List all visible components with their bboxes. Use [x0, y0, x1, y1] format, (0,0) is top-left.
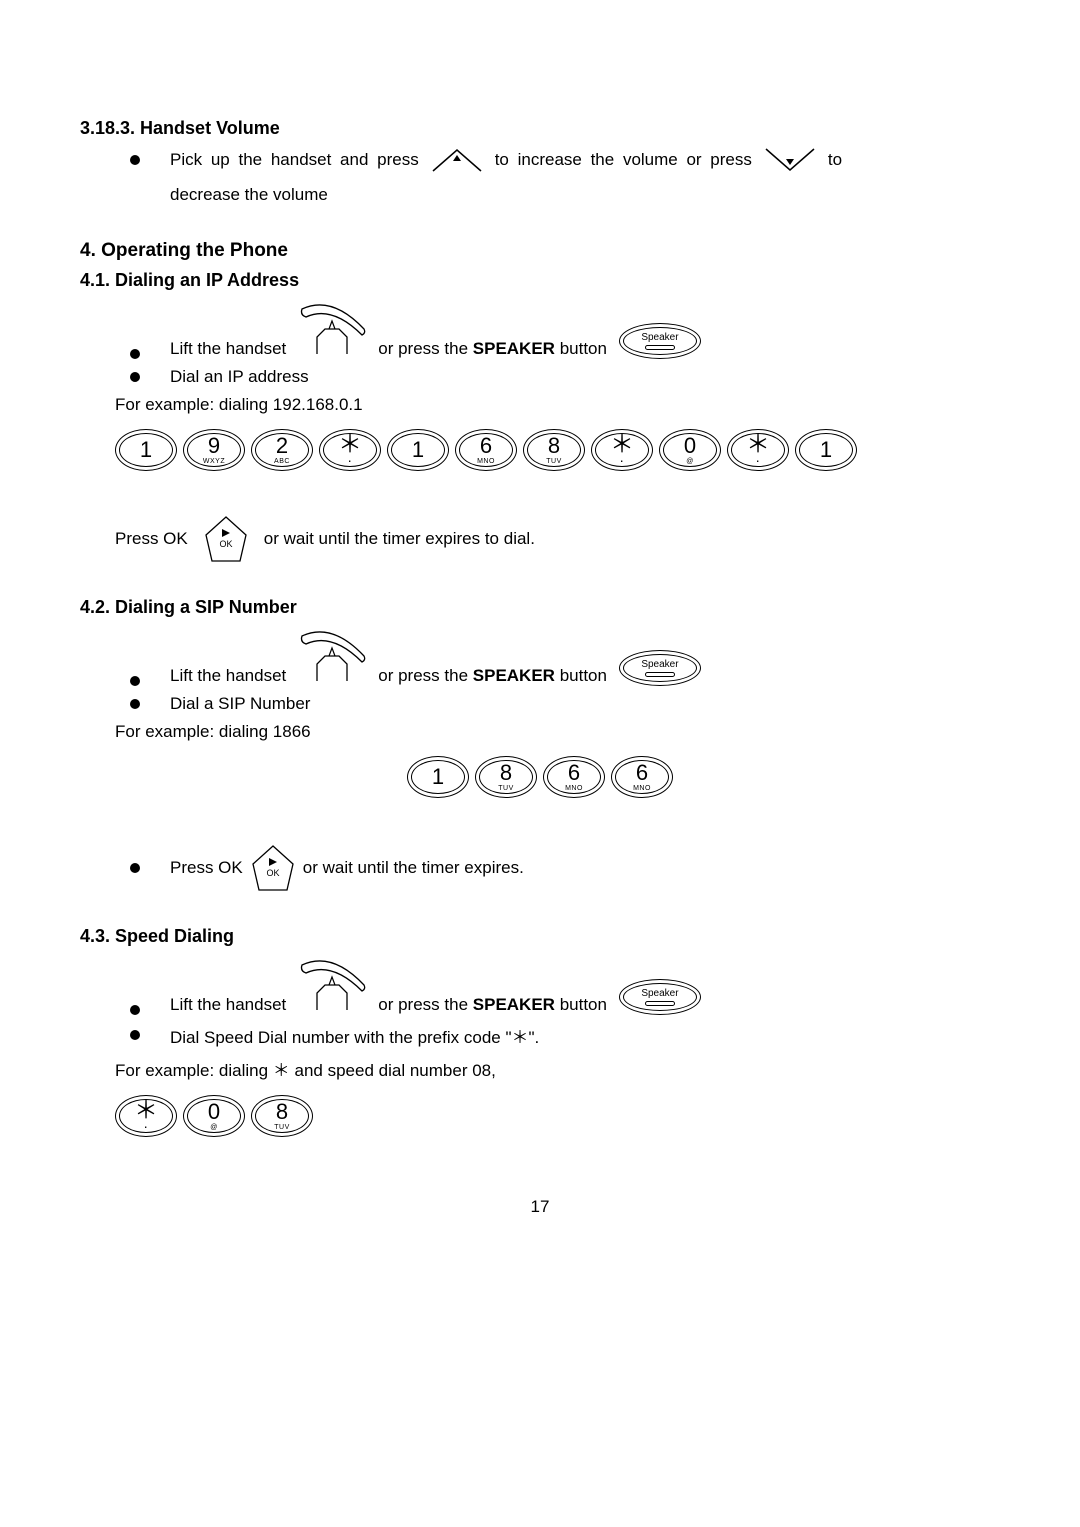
heading-3-18-3: 3.18.3. Handset Volume	[80, 118, 1000, 139]
text-button-word: button	[560, 995, 607, 1015]
keypad-key-star: ＊.	[319, 429, 381, 471]
text-lift: Lift the handset	[170, 339, 286, 359]
bullet-dot-icon	[130, 863, 140, 873]
text-dial-speed: Dial Speed Dial number with the prefix c…	[170, 1023, 539, 1048]
bullet-dot-icon	[130, 1005, 140, 1015]
heading-4-3: 4.3. Speed Dialing	[80, 926, 1000, 947]
text-timer: or wait until the timer expires to dial.	[264, 529, 535, 549]
text-speaker-word: SPEAKER	[473, 666, 555, 686]
handset-icon	[292, 955, 372, 1015]
text-increase: to increase the volume or press	[495, 150, 752, 170]
keypad-key-k1: 1	[115, 429, 177, 471]
text-pressok: Press OK	[115, 529, 188, 549]
keypad-key-k0: 0@	[183, 1095, 245, 1137]
text-orpress: or press the	[378, 339, 468, 359]
page-number: 17	[80, 1197, 1000, 1217]
keypad-key-k8: 8TUV	[523, 429, 585, 471]
text-orpress: or press the	[378, 995, 468, 1015]
keypad-key-k1: 1	[795, 429, 857, 471]
keypad-key-k1: 1	[407, 756, 469, 798]
bullet-dot-icon	[130, 372, 140, 382]
speaker-label: Speaker	[641, 988, 678, 999]
bullet-dot-icon	[130, 155, 140, 165]
heading-4-2: 4.2. Dialing a SIP Number	[80, 597, 1000, 618]
text-button-word: button	[560, 339, 607, 359]
text-speaker-word: SPEAKER	[473, 339, 555, 359]
text-timer: or wait until the timer expires.	[303, 858, 524, 878]
text-button-word: button	[560, 666, 607, 686]
bullet-handset-volume: Pick up the handset and press to increas…	[130, 147, 1000, 173]
volume-down-icon	[762, 147, 818, 173]
bullet-dial-ip: Dial an IP address	[130, 367, 1000, 387]
text-example-sip: For example: dialing 1866	[115, 722, 1000, 742]
speaker-label: Speaker	[641, 659, 678, 670]
keypad-key-k0: 0@	[659, 429, 721, 471]
press-ok-4-2: Press OK OK or wait until the timer expi…	[130, 844, 1000, 892]
speaker-button-icon: Speaker	[619, 979, 701, 1015]
bullet-dial-sip: Dial a SIP Number	[130, 694, 1000, 714]
text-pickup: Pick up the handset and press	[170, 150, 419, 170]
volume-up-icon	[429, 147, 485, 173]
bullet-lift-handset-4-2: Lift the handset or press the SPEAKER bu…	[130, 626, 1000, 686]
keypad-key-k1: 1	[387, 429, 449, 471]
keypad-key-k8: 8TUV	[251, 1095, 313, 1137]
keypad-key-star: ＊.	[591, 429, 653, 471]
heading-4: 4. Operating the Phone	[80, 240, 1000, 262]
keypad-key-k6: 6MNO	[611, 756, 673, 798]
keypad-key-k6: 6MNO	[543, 756, 605, 798]
keypad-key-k6: 6MNO	[455, 429, 517, 471]
keypad-key-k8: 8TUV	[475, 756, 537, 798]
text-lift: Lift the handset	[170, 666, 286, 686]
text-speaker-word: SPEAKER	[473, 995, 555, 1015]
keypad-key-k9: 9WXYZ	[183, 429, 245, 471]
svg-text:OK: OK	[219, 539, 232, 549]
text-pressok: Press OK	[170, 858, 243, 878]
text-dial-ip: Dial an IP address	[170, 367, 309, 387]
speaker-button-icon: Speaker	[619, 323, 701, 359]
text-to: to	[828, 150, 842, 170]
ok-button-icon: OK	[249, 844, 297, 892]
text-decrease: decrease the volume	[170, 181, 1000, 210]
ok-button-icon: OK	[202, 515, 250, 563]
bullet-lift-handset-4-3: Lift the handset or press the SPEAKER bu…	[130, 955, 1000, 1015]
text-dial-sip: Dial a SIP Number	[170, 694, 310, 714]
text-orpress: or press the	[378, 666, 468, 686]
svg-text:OK: OK	[266, 868, 279, 878]
speaker-button-icon: Speaker	[619, 650, 701, 686]
speaker-label: Speaker	[641, 332, 678, 343]
keypad-row-speed: ＊.0@8TUV	[115, 1095, 1000, 1137]
keypad-row-ip: 19WXYZ2ABC＊.16MNO8TUV＊.0@＊.1	[115, 429, 1000, 471]
text-lift: Lift the handset	[170, 995, 286, 1015]
keypad-key-star: ＊.	[115, 1095, 177, 1137]
heading-4-1: 4.1. Dialing an IP Address	[80, 270, 1000, 291]
handset-icon	[292, 299, 372, 359]
bullet-dot-icon	[130, 676, 140, 686]
bullet-dial-speed: Dial Speed Dial number with the prefix c…	[130, 1023, 1000, 1048]
press-ok-4-1: Press OK OK or wait until the timer expi…	[115, 515, 1000, 563]
keypad-key-star: ＊.	[727, 429, 789, 471]
bullet-dot-icon	[130, 1030, 140, 1040]
keypad-key-k2: 2ABC	[251, 429, 313, 471]
handset-icon	[292, 626, 372, 686]
bullet-dot-icon	[130, 699, 140, 709]
bullet-dot-icon	[130, 349, 140, 359]
bullet-lift-handset-4-1: Lift the handset or press the SPEAKER bu…	[130, 299, 1000, 359]
keypad-row-sip: 18TUV6MNO6MNO	[80, 756, 1000, 798]
text-example-ip: For example: dialing 192.168.0.1	[115, 395, 1000, 415]
text-example-speed: For example: dialing ＊ and speed dial nu…	[115, 1056, 1000, 1081]
